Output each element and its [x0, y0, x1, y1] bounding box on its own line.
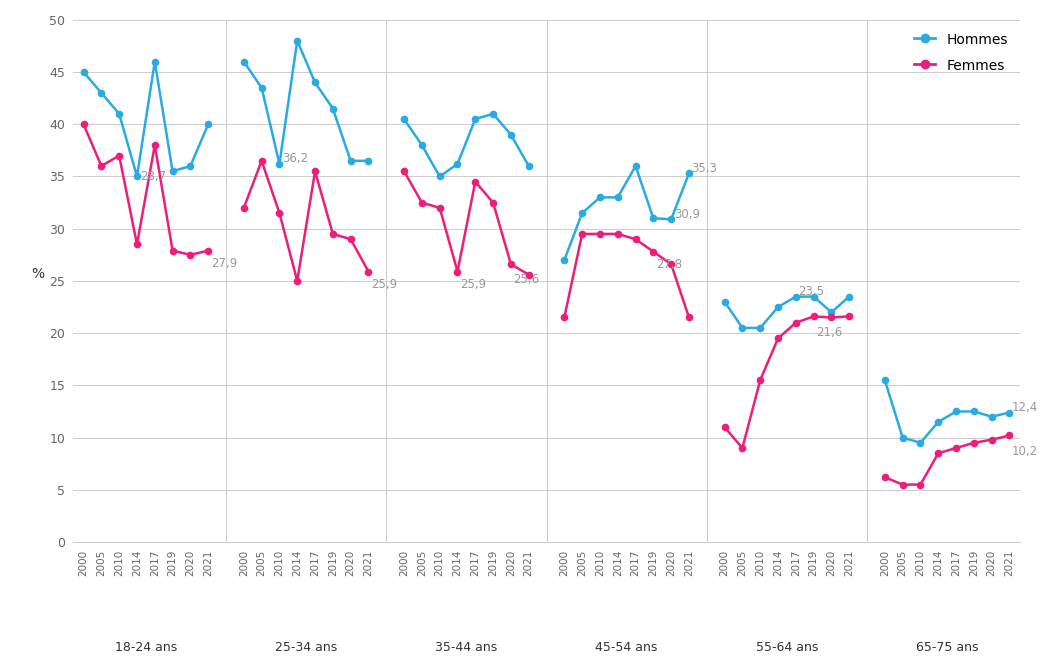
Text: 45-54 ans: 45-54 ans: [595, 641, 658, 654]
Text: 25-34 ans: 25-34 ans: [275, 641, 337, 654]
Text: 35-44 ans: 35-44 ans: [435, 641, 498, 654]
Text: 30,9: 30,9: [674, 208, 700, 221]
Text: 12,4: 12,4: [1012, 401, 1039, 414]
Text: 36,2: 36,2: [282, 152, 308, 165]
Text: 25,6: 25,6: [513, 274, 539, 286]
Text: 55-64 ans: 55-64 ans: [756, 641, 818, 654]
Text: 35,3: 35,3: [691, 162, 717, 175]
Text: 25,9: 25,9: [460, 278, 486, 291]
Text: 65-75 ans: 65-75 ans: [916, 641, 979, 654]
Text: 10,2: 10,2: [1012, 445, 1038, 457]
Text: 21,6: 21,6: [816, 326, 842, 338]
Text: 23,5: 23,5: [798, 285, 824, 298]
Legend: Hommes, Femmes: Hommes, Femmes: [909, 27, 1013, 79]
Text: 27,8: 27,8: [656, 258, 682, 271]
Text: 27,9: 27,9: [211, 256, 237, 270]
Text: 18-24 ans: 18-24 ans: [115, 641, 177, 654]
Y-axis label: %: %: [31, 267, 45, 281]
Text: 25,9: 25,9: [372, 278, 398, 291]
Text: 28,7: 28,7: [139, 170, 166, 183]
